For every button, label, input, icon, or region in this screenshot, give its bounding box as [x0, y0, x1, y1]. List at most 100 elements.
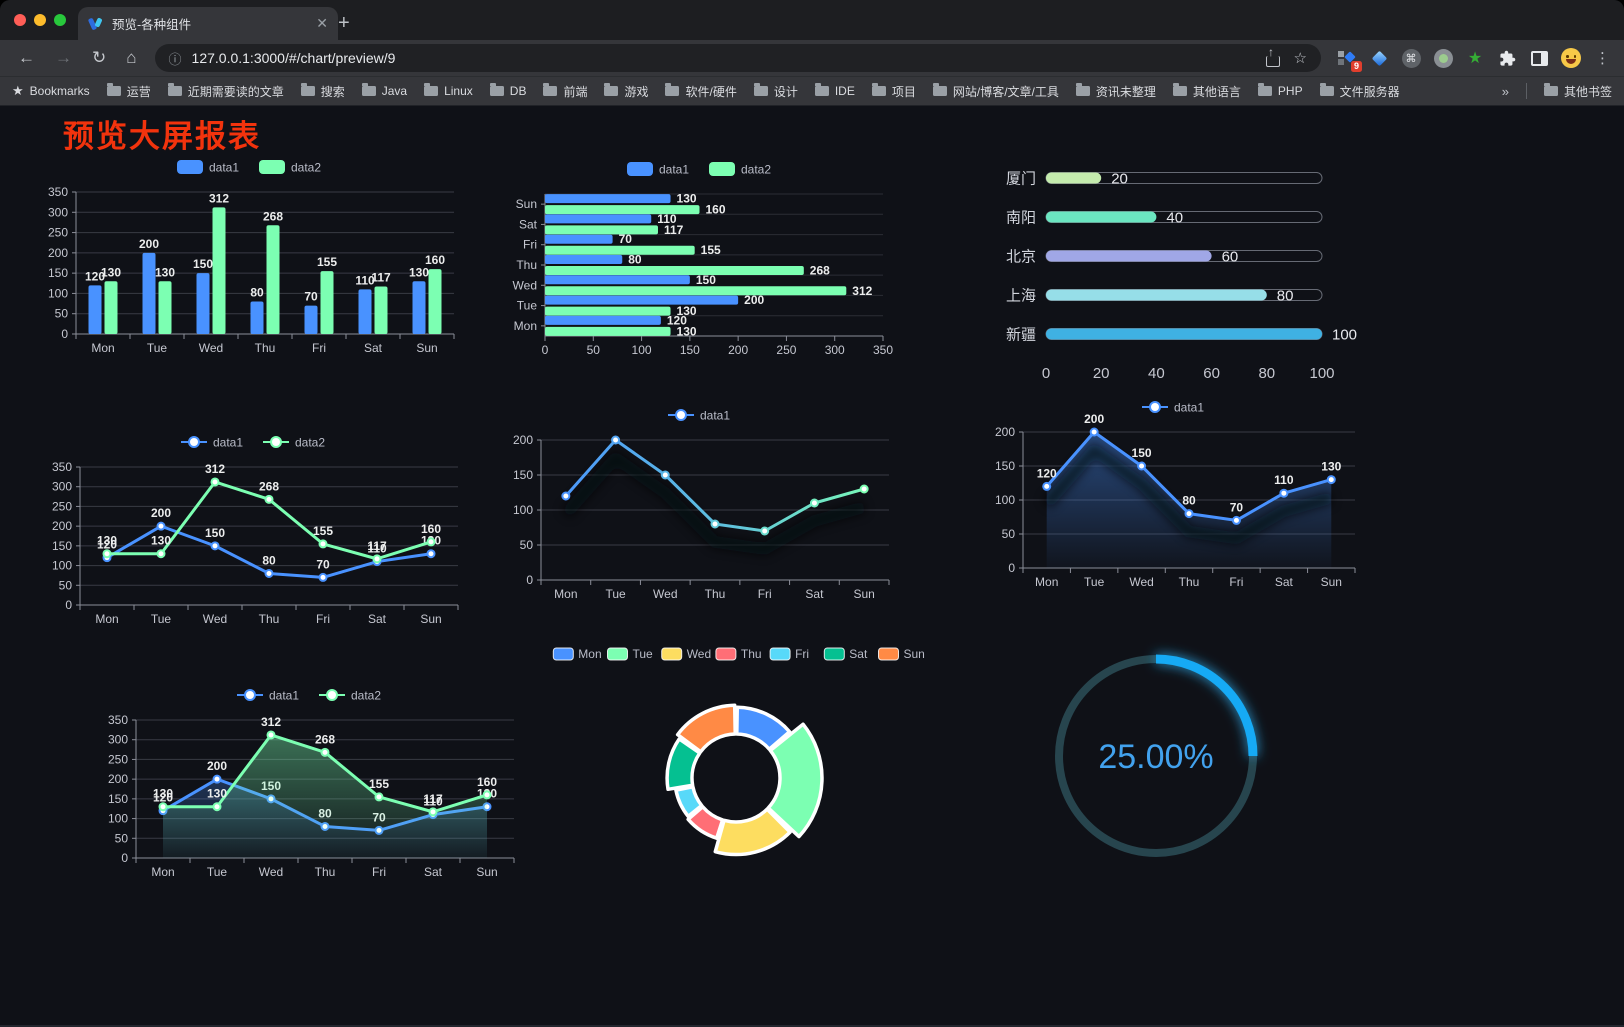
fullscreen-window-button[interactable]: [54, 14, 66, 26]
bookmark-item[interactable]: PHP: [1257, 83, 1303, 98]
chart-line-gradient[interactable]: data1 0 50 100 150 200 Mon Tue Wed Thu Fri Sat Sun: [503, 400, 897, 610]
back-button[interactable]: ←: [18, 48, 35, 67]
puzzle-extensions-icon[interactable]: [1497, 48, 1517, 68]
svg-text:130: 130: [151, 534, 171, 548]
bookmark-item[interactable]: 近期需要读的文章: [167, 83, 284, 100]
side-panel-icon[interactable]: [1529, 48, 1549, 68]
bookmark-item[interactable]: 搜索: [300, 83, 345, 100]
svg-text:Sat: Sat: [368, 612, 387, 626]
chart-ring-progress[interactable]: 25.00%: [1040, 638, 1272, 874]
new-tab-button[interactable]: +: [338, 12, 350, 34]
bookmark-label: PHP: [1277, 84, 1303, 98]
bookmarks-manager-item[interactable]: ★ Bookmarks: [12, 83, 90, 99]
bookmark-item[interactable]: 软件/硬件: [665, 83, 737, 100]
svg-text:150: 150: [48, 266, 68, 280]
bookmark-label: 网站/博客/文章/工具: [952, 84, 1059, 99]
svg-text:60: 60: [1203, 365, 1220, 382]
svg-text:Tue: Tue: [147, 341, 168, 355]
bookmark-star-icon[interactable]: ☆: [1293, 50, 1307, 67]
svg-text:Wed: Wed: [199, 341, 223, 355]
folder-icon: [932, 83, 947, 96]
reload-button[interactable]: ↻: [92, 48, 107, 67]
svg-text:Sat: Sat: [424, 865, 443, 879]
svg-text:Tue: Tue: [633, 647, 654, 661]
chart-progress-capsules[interactable]: 厦门 20 南阳 40 北京 60 上海 80 新疆 100 0 20 40 60 80 100: [988, 158, 1360, 386]
other-bookmarks-item[interactable]: 其他书签: [1543, 83, 1612, 100]
minimize-window-button[interactable]: [34, 14, 46, 26]
bookmark-item[interactable]: 网站/博客/文章/工具: [932, 83, 1059, 100]
command-extension-icon[interactable]: ⌘: [1401, 48, 1421, 68]
bookmark-item[interactable]: 项目: [871, 83, 916, 100]
svg-text:120: 120: [85, 269, 105, 283]
svg-text:50: 50: [55, 307, 69, 321]
svg-text:100: 100: [995, 493, 1015, 507]
svg-text:200: 200: [108, 772, 128, 786]
tab-close-icon[interactable]: ✕: [316, 15, 328, 31]
recorder-extension-icon[interactable]: [1433, 48, 1453, 68]
svg-text:150: 150: [193, 257, 213, 271]
svg-text:Thu: Thu: [741, 647, 762, 661]
profile-avatar[interactable]: [1561, 48, 1581, 68]
chart-area-two[interactable]: data1 data2 0 50 100 150 200 250 300 350 Mon Tue Wed…: [98, 680, 522, 888]
bookmark-item[interactable]: 文件服务器: [1319, 83, 1400, 100]
svg-text:150: 150: [696, 273, 716, 287]
bookmark-label: Java: [381, 84, 408, 98]
folder-icon: [871, 83, 886, 96]
svg-text:200: 200: [207, 759, 227, 773]
green-star-extension-icon[interactable]: ★: [1467, 50, 1483, 67]
svg-text:Tue: Tue: [605, 587, 626, 601]
svg-text:160: 160: [477, 775, 497, 789]
share-icon[interactable]: [1265, 45, 1280, 67]
bookmark-item[interactable]: Java: [361, 83, 408, 98]
forward-button[interactable]: →: [55, 48, 72, 67]
svg-text:Mon: Mon: [91, 341, 114, 355]
folder-icon: [1257, 83, 1272, 96]
bookmark-item[interactable]: 运营: [106, 83, 151, 100]
gem-extension-icon[interactable]: [1369, 48, 1389, 68]
svg-text:Fri: Fri: [795, 647, 809, 661]
bookmark-item[interactable]: 设计: [753, 83, 798, 100]
svg-text:120: 120: [1037, 466, 1057, 480]
svg-text:120: 120: [153, 791, 173, 805]
chart-rose-donut[interactable]: Mon Tue Wed Thu Fri Sat Sun: [548, 640, 928, 866]
chart-area-single[interactable]: data1 0 50 100 150 200 Mon Tue Wed Thu Fri Sat Sun 12…: [985, 392, 1363, 598]
svg-text:130: 130: [677, 192, 697, 206]
address-bar[interactable]: ⓘ 127.0.0.1:3000/#/chart/preview/9 ☆: [154, 44, 1321, 72]
home-button[interactable]: ⌂: [126, 48, 137, 67]
bookmark-item[interactable]: 游戏: [604, 83, 648, 100]
svg-text:130: 130: [155, 265, 175, 279]
extension-grid-icon[interactable]: 9: [1337, 48, 1362, 72]
bookmarks-star-icon: ★: [12, 83, 24, 98]
bookmark-label: DB: [509, 84, 527, 98]
bookmarks-label: Bookmarks: [29, 84, 90, 98]
svg-text:117: 117: [664, 223, 684, 237]
titlebar: 预览-各种组件 ✕ +: [0, 0, 1624, 40]
extension-badge: 9: [1350, 61, 1362, 72]
close-window-button[interactable]: [14, 14, 26, 26]
site-info-icon[interactable]: ⓘ: [168, 51, 182, 67]
svg-text:117: 117: [423, 792, 443, 806]
folder-icon: [300, 83, 315, 96]
svg-text:Mon: Mon: [514, 319, 537, 333]
browser-menu-icon[interactable]: ⋮: [1595, 50, 1610, 67]
chart-bar-horizontal[interactable]: data1 data2 0 50 100 150 200 250 300 350 Sun Sat Fri…: [503, 154, 897, 366]
bookmark-item[interactable]: DB: [489, 83, 527, 98]
chart-line-two[interactable]: data1 data2 0 50 100 150 200 250 300 350 Mon Tue Wed…: [42, 427, 466, 635]
bookmark-label: IDE: [834, 84, 855, 98]
svg-text:Fri: Fri: [523, 238, 537, 252]
bookmark-item[interactable]: 资讯未整理: [1075, 83, 1156, 100]
browser-tab[interactable]: 预览-各种组件 ✕: [78, 7, 338, 40]
bookmark-item[interactable]: Linux: [424, 83, 473, 98]
bookmark-item[interactable]: IDE: [814, 83, 855, 98]
svg-text:200: 200: [151, 506, 171, 520]
bookmark-item[interactable]: 其他语言: [1172, 83, 1241, 100]
bookmarks-overflow-chevron[interactable]: »: [1501, 83, 1509, 99]
svg-text:data2: data2: [351, 689, 381, 703]
bookmark-item[interactable]: 前端: [543, 83, 587, 100]
folder-icon: [1075, 83, 1090, 96]
svg-text:50: 50: [115, 831, 129, 845]
chart-bar-grouped[interactable]: data1 data2 0 50 100 150 200 250 300 350 Mon Tue Wed…: [38, 152, 462, 364]
svg-text:200: 200: [744, 293, 764, 307]
svg-text:300: 300: [825, 343, 845, 357]
svg-text:110: 110: [367, 542, 387, 556]
